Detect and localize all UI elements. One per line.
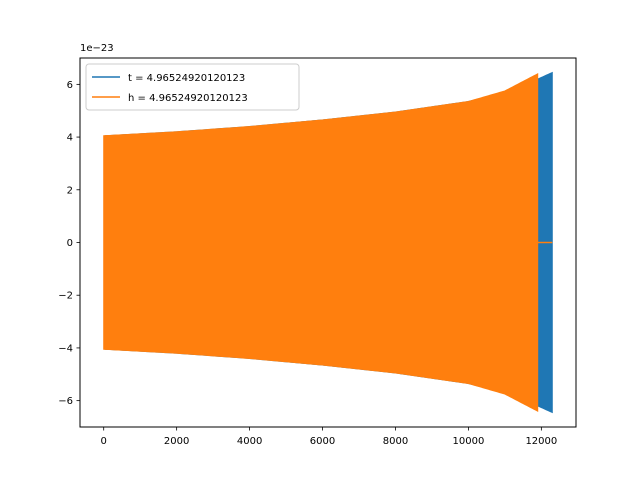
x-tick-label: 10000 [453, 436, 485, 447]
series-2-oscillation [103, 72, 539, 413]
x-tick-label: 8000 [383, 436, 408, 447]
y-axis: −6 −4 −2 0 2 4 6 [58, 80, 80, 407]
x-axis: 0 2000 4000 6000 8000 10000 12000 [101, 427, 557, 447]
x-tick-label: 6000 [310, 436, 335, 447]
plot-area [103, 71, 553, 414]
y-tick-label: −2 [58, 291, 73, 302]
y-tick-label: 0 [67, 238, 73, 249]
legend-label-1: t = 4.96524920120123 [128, 73, 245, 84]
series-2 [103, 72, 553, 413]
y-tick-label: 2 [67, 185, 73, 196]
x-tick-label: 4000 [237, 436, 262, 447]
y-tick-label: −4 [58, 343, 73, 354]
y-tick-label: −6 [58, 396, 73, 407]
x-tick-label: 12000 [525, 436, 557, 447]
series-layer [103, 71, 553, 414]
legend: t = 4.96524920120123 h = 4.96524920120123 [85, 63, 300, 111]
x-tick-label: 0 [101, 436, 107, 447]
y-tick-label: 4 [67, 133, 73, 144]
y-tick-label: 6 [67, 80, 73, 91]
x-tick-label: 2000 [164, 436, 189, 447]
y-offset-label: 1e−23 [80, 43, 114, 54]
legend-box [85, 63, 300, 111]
legend-label-2: h = 4.96524920120123 [128, 93, 248, 104]
